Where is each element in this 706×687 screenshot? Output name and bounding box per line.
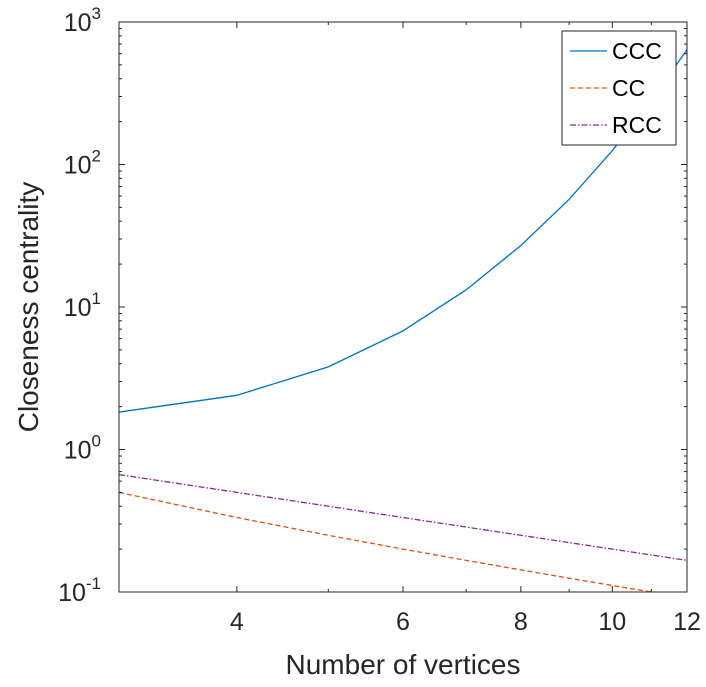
- series-line-rcc: [119, 473, 687, 562]
- series-line-cc: [119, 491, 656, 592]
- x-axis-title: Number of vertices: [286, 649, 521, 680]
- legend-label-rcc: RCC: [612, 112, 662, 138]
- y-axis-title: Closeness centrality: [13, 182, 44, 433]
- x-tick-label: 8: [514, 608, 528, 636]
- x-tick-label: 10: [598, 608, 626, 636]
- tick-labels: 4 6 8 10 12 10-1 100 101 102 103: [58, 4, 701, 636]
- x-tick-label: 4: [230, 608, 244, 636]
- axes-frame: [118, 21, 688, 593]
- legend-label-cc: CC: [612, 75, 645, 101]
- y-tick-label: 102: [64, 147, 101, 180]
- x-tick-label: 12: [673, 608, 701, 636]
- y-tick-label: 100: [64, 432, 101, 465]
- y-tick-label: 103: [64, 4, 101, 37]
- y-tick-label: 10-1: [58, 574, 101, 607]
- y-tick-label: 101: [64, 289, 101, 322]
- legend-label-ccc: CCC: [612, 38, 662, 64]
- x-tick-label: 6: [396, 608, 410, 636]
